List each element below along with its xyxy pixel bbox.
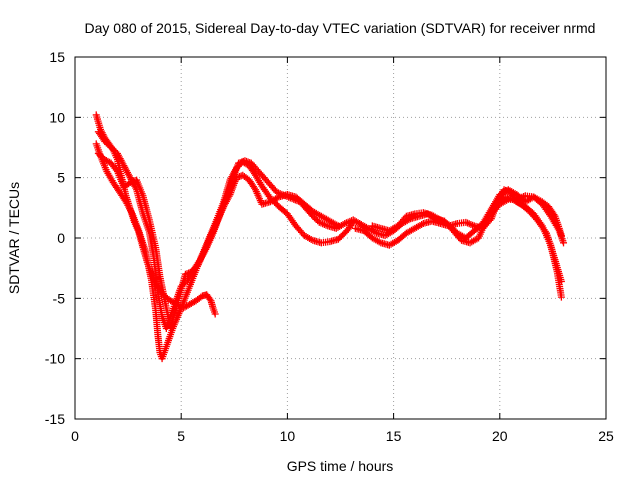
data-point-marker — [102, 139, 110, 147]
data-point-marker — [107, 144, 115, 151]
y-tick-label: 0 — [57, 230, 65, 246]
x-tick-label: 25 — [598, 428, 614, 444]
data-point-marker — [557, 232, 565, 240]
x-tick-label: 5 — [177, 428, 185, 444]
data-point-marker — [110, 147, 118, 155]
tick-layer: 0 5 10 15 20 25 -15 -10 -5 0 5 10 15 — [45, 49, 614, 444]
y-tick-label: -5 — [53, 290, 66, 306]
x-tick-label: 10 — [280, 428, 296, 444]
y-axis-label: SDTVAR / TECUs — [6, 182, 22, 294]
data-point-marker — [94, 150, 102, 158]
chart-title: Day 080 of 2015, Sidereal Day-to-day VTE… — [85, 20, 596, 36]
data-point-marker — [312, 215, 320, 223]
data-point-marker — [98, 153, 106, 161]
data-point-marker — [211, 310, 219, 318]
data-point-marker — [106, 142, 114, 150]
data-point-marker — [96, 151, 104, 159]
series-track-h — [487, 192, 565, 240]
y-tick-label: -10 — [45, 351, 65, 367]
x-tick-label: 0 — [71, 428, 79, 444]
data-point-marker — [550, 211, 558, 219]
y-tick-label: -15 — [45, 411, 65, 427]
y-tick-label: 10 — [49, 109, 65, 125]
data-layer — [92, 111, 568, 363]
y-tick-label: 5 — [57, 170, 65, 186]
y-tick-label: 15 — [49, 49, 65, 65]
x-tick-label: 15 — [386, 428, 402, 444]
data-point-marker — [557, 293, 565, 301]
data-point-marker — [334, 222, 342, 230]
data-point-marker — [104, 140, 112, 148]
data-point-marker — [206, 295, 214, 303]
x-axis-label: GPS time / hours — [287, 458, 394, 474]
data-point-marker — [557, 277, 565, 285]
data-point-marker — [197, 293, 205, 301]
data-point-marker — [101, 137, 109, 145]
data-point-marker — [560, 239, 568, 247]
data-point-marker — [109, 145, 117, 153]
x-tick-label: 20 — [492, 428, 508, 444]
series-track-d — [94, 150, 342, 331]
